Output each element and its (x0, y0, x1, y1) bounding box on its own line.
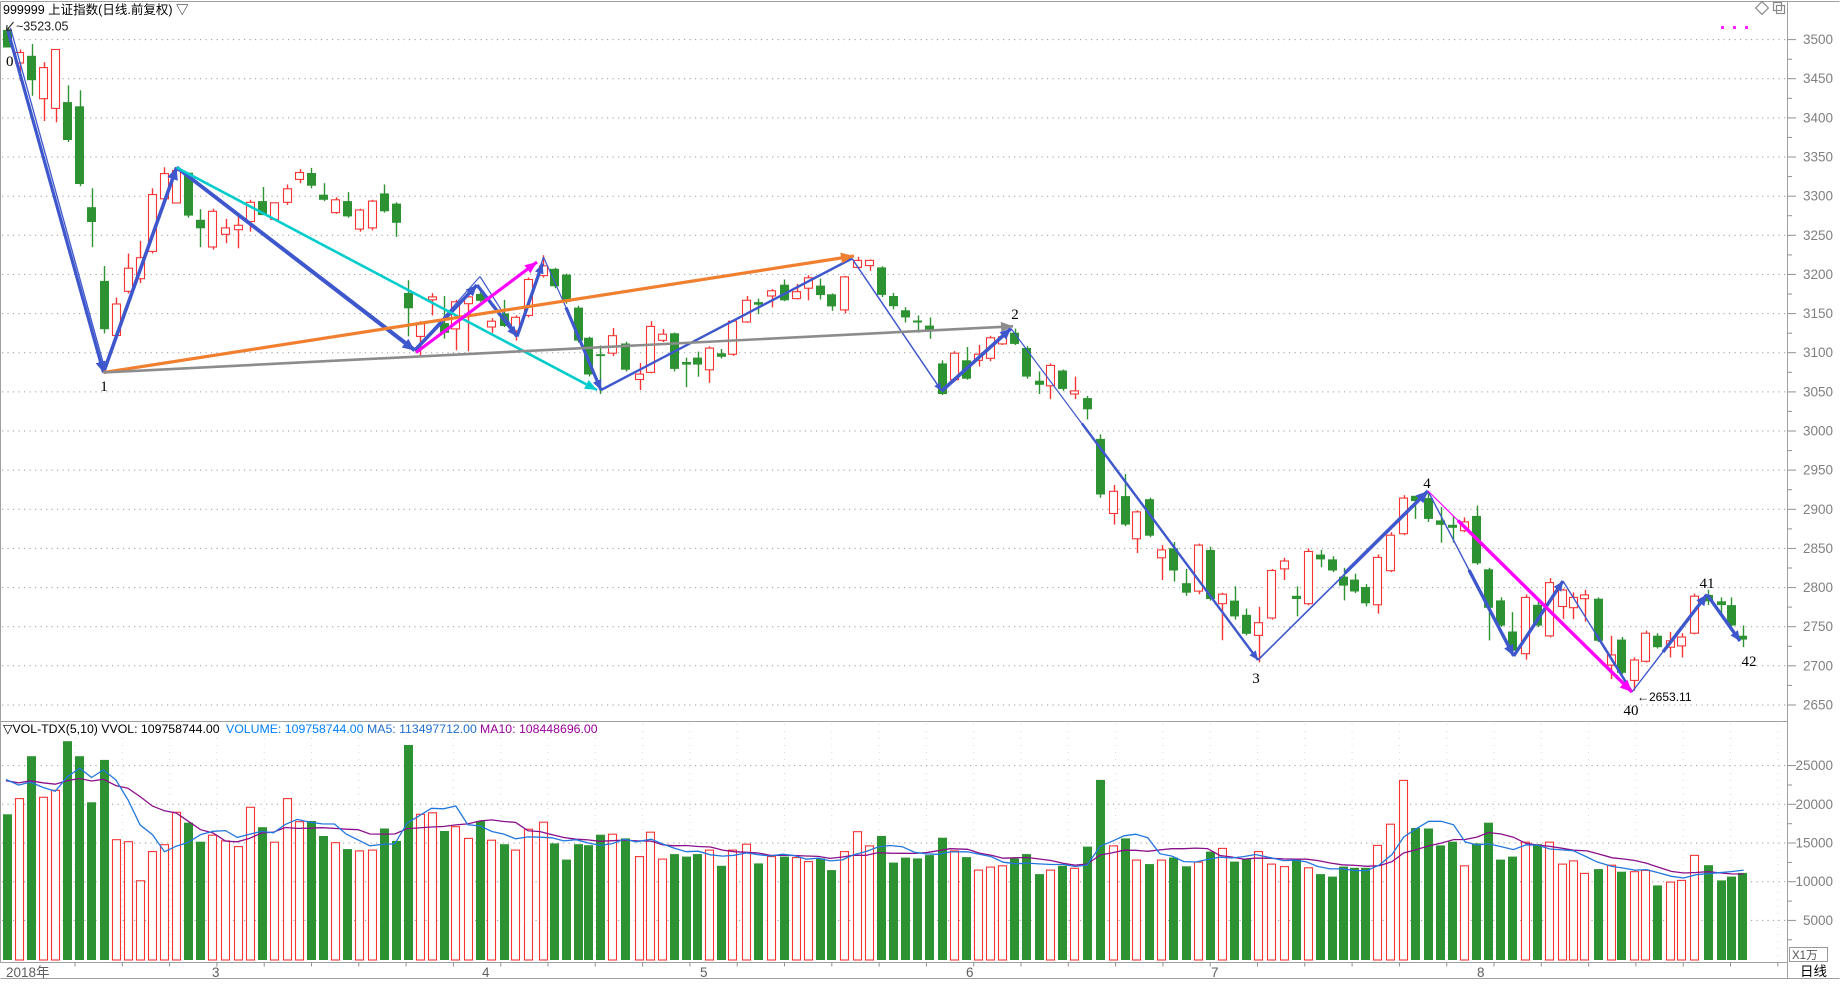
svg-text:X1万: X1万 (1792, 950, 1818, 962)
svg-text:999999 上证指数(日线.前复权) ▽: 999999 上证指数(日线.前复权) ▽ (3, 2, 189, 17)
svg-text:15000: 15000 (1795, 836, 1833, 851)
svg-text:4: 4 (482, 965, 490, 979)
svg-text:3500: 3500 (1803, 32, 1833, 47)
svg-text:5: 5 (700, 965, 708, 979)
svg-text:日线: 日线 (1800, 964, 1827, 979)
svg-text:1: 1 (100, 379, 108, 395)
svg-text:20000: 20000 (1795, 797, 1833, 812)
svg-text:3100: 3100 (1803, 345, 1833, 360)
svg-text:2018年: 2018年 (6, 965, 50, 979)
svg-text:3350: 3350 (1803, 150, 1833, 165)
svg-text:3000: 3000 (1803, 424, 1833, 439)
svg-text:MA10: 108448696.00: MA10: 108448696.00 (480, 722, 598, 736)
svg-text:3250: 3250 (1803, 228, 1833, 243)
svg-text:2800: 2800 (1803, 580, 1833, 595)
svg-text:3200: 3200 (1803, 267, 1833, 282)
svg-text:0: 0 (6, 54, 14, 70)
svg-text:3300: 3300 (1803, 189, 1833, 204)
svg-text:5000: 5000 (1803, 913, 1833, 928)
svg-text:2: 2 (1011, 307, 1019, 323)
svg-text:10000: 10000 (1795, 874, 1833, 889)
svg-text:8: 8 (1477, 965, 1485, 979)
svg-text:▽VOL-TDX(5,10) VVOL: 10975874: ▽VOL-TDX(5,10) VVOL: 109758744.00 (3, 722, 220, 736)
svg-text:41: 41 (1700, 576, 1715, 592)
svg-text:40: 40 (1624, 703, 1639, 719)
svg-text:~3523.05: ~3523.05 (16, 20, 69, 34)
svg-text:2700: 2700 (1803, 658, 1833, 673)
svg-text:3400: 3400 (1803, 110, 1833, 125)
svg-text:3150: 3150 (1803, 306, 1833, 321)
svg-text:2650: 2650 (1803, 698, 1833, 713)
svg-text:2750: 2750 (1803, 619, 1833, 634)
svg-text:25000: 25000 (1795, 758, 1833, 773)
svg-text:3: 3 (212, 965, 220, 979)
svg-text:←2653.11: ←2653.11 (1637, 690, 1692, 704)
svg-text:42: 42 (1742, 654, 1757, 670)
svg-text:VOLUME: 109758744.00: VOLUME: 109758744.00 (226, 722, 364, 736)
svg-text:3: 3 (1252, 671, 1260, 687)
svg-text:3050: 3050 (1803, 384, 1833, 399)
svg-text:4: 4 (1423, 476, 1431, 492)
svg-text:2950: 2950 (1803, 463, 1833, 478)
svg-text:MA5: 113497712.00: MA5: 113497712.00 (367, 722, 477, 736)
svg-text:2900: 2900 (1803, 502, 1833, 517)
svg-text:7: 7 (1211, 965, 1219, 979)
svg-text:3450: 3450 (1803, 71, 1833, 86)
svg-text:2850: 2850 (1803, 541, 1833, 556)
svg-text:6: 6 (966, 965, 974, 979)
